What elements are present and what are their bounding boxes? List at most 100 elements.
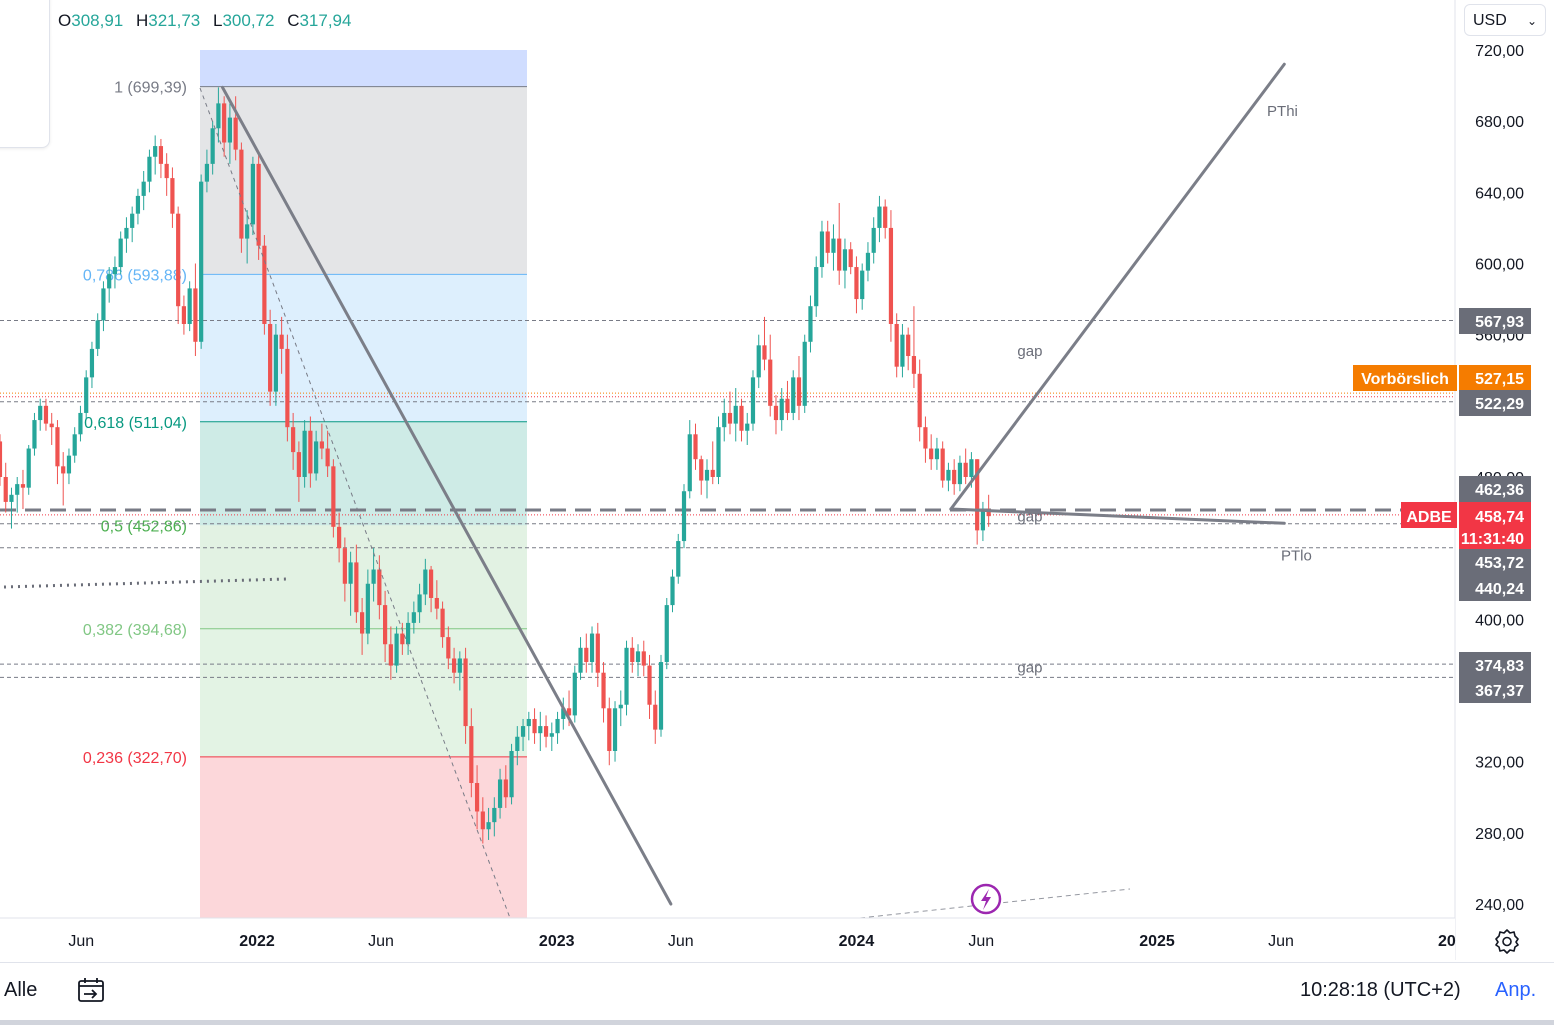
horizontal-levels xyxy=(0,320,1455,678)
candle-body xyxy=(497,779,503,808)
candle-body xyxy=(549,733,554,737)
time-tick-label: 2025 xyxy=(1139,933,1175,950)
trendline-descending[interactable] xyxy=(221,85,673,906)
candle-body xyxy=(181,306,187,324)
trendline-drawings[interactable] xyxy=(199,62,1286,919)
candle-body xyxy=(526,718,531,727)
symbol-tag-label: ADBE xyxy=(1406,509,1452,526)
candle-body xyxy=(187,288,192,324)
calendar-goto-icon[interactable] xyxy=(76,975,106,1005)
candle-body xyxy=(911,356,917,374)
trendline-pthi[interactable] xyxy=(949,62,1286,511)
candle-body xyxy=(38,405,43,421)
candle-body xyxy=(722,412,727,428)
candle-body xyxy=(773,405,779,421)
annotation-text: gap xyxy=(1017,508,1042,525)
candle-body xyxy=(216,103,221,129)
range-all-button[interactable]: Alle xyxy=(4,979,38,1001)
candle-body xyxy=(647,665,652,705)
candle-body xyxy=(210,128,215,164)
candle-body xyxy=(423,569,428,595)
candle-body xyxy=(819,231,825,268)
candle-body xyxy=(440,608,445,638)
candle-body xyxy=(842,249,848,271)
candle-body xyxy=(3,477,8,502)
candle-body xyxy=(906,334,911,357)
candle-body xyxy=(710,469,715,477)
adjust-button[interactable]: Anp. xyxy=(1495,979,1537,1001)
candle-body xyxy=(199,181,204,342)
last-price-value: 458,74 xyxy=(1475,509,1524,526)
candle-body xyxy=(917,373,922,428)
candle-body xyxy=(388,644,393,666)
time-tick-label: Jun xyxy=(368,933,394,950)
candle-body xyxy=(170,178,175,214)
candle-body xyxy=(32,420,37,449)
candle-body xyxy=(377,569,382,606)
time-axis-background xyxy=(0,918,1455,962)
trendline-ptlo[interactable] xyxy=(949,507,1286,525)
candle-body xyxy=(676,541,681,577)
candle-body xyxy=(515,736,520,751)
candle-body xyxy=(607,708,612,751)
gear-icon[interactable] xyxy=(1494,928,1520,954)
candle-body xyxy=(900,334,905,367)
time-tick-label: 20 xyxy=(1438,933,1456,950)
candle-body xyxy=(664,605,669,663)
candle-body xyxy=(72,434,77,456)
price-level-tag xyxy=(1459,476,1531,502)
clock-timezone[interactable]: 10:28:18 (UTC+2) xyxy=(1300,979,1461,1001)
chevron-down-icon: ⌄ xyxy=(1526,14,1537,28)
candle-body xyxy=(256,163,261,246)
fib-level-label: 0,618 (511,04) xyxy=(84,415,187,432)
price-level-tag xyxy=(1459,390,1531,416)
price-tick-label: 280,00 xyxy=(1475,826,1524,843)
time-tick-label: 2024 xyxy=(839,933,875,950)
fib-zone-0 xyxy=(200,50,527,87)
candle-body xyxy=(262,245,267,324)
candle-body xyxy=(825,231,830,253)
candle-body xyxy=(630,647,635,663)
candle-body xyxy=(814,267,819,307)
candle-body xyxy=(704,469,710,481)
candle-body xyxy=(566,708,572,716)
bottom-toolbar: Alle 10:28:18 (UTC+2) Anp. xyxy=(0,962,1554,1021)
flash-event-icon[interactable] xyxy=(970,883,1002,915)
candle-body xyxy=(245,224,250,239)
dotted-reference-line xyxy=(3,577,288,589)
price-level-tag xyxy=(1459,652,1531,678)
time-tick-label: 2022 xyxy=(239,933,275,950)
currency-selector[interactable]: USD ⌄ xyxy=(1464,4,1546,36)
candle-body xyxy=(285,348,290,428)
candle-body xyxy=(578,647,583,673)
candle-body xyxy=(463,658,468,727)
candle-body xyxy=(739,405,744,431)
candle-body xyxy=(474,783,480,812)
candle-body xyxy=(371,569,376,584)
fib-level-label: 0,5 (452,86) xyxy=(101,518,187,535)
candle-body xyxy=(733,405,738,424)
candle-body xyxy=(589,633,595,663)
candle-body xyxy=(762,345,767,360)
candle-body xyxy=(446,637,451,659)
price-level-tag xyxy=(1459,677,1531,703)
candle-body xyxy=(95,320,100,349)
candle-body xyxy=(457,658,462,673)
fibonacci-retracement[interactable]: 1 (699,39) 0,786 (593,88) 0,618 (511,04) 0,… xyxy=(83,50,527,918)
candle-body xyxy=(509,750,514,798)
candle-body xyxy=(693,434,698,460)
low-value: 300,72 xyxy=(222,11,275,30)
candle-body xyxy=(492,807,497,823)
time-axis[interactable]: Jun 2022 Jun 2023 Jun 2024 Jun 2025 Jun 20 xyxy=(0,917,1456,962)
candle-body xyxy=(434,597,439,609)
price-level-value: 567,93 xyxy=(1475,314,1524,331)
candle-body xyxy=(796,377,802,406)
candle-body xyxy=(405,622,411,645)
candle-body xyxy=(716,427,721,477)
candle-body xyxy=(348,562,353,584)
indicator-legend-panel[interactable] xyxy=(0,0,50,148)
candle-body xyxy=(365,583,370,634)
candle-body xyxy=(417,594,422,613)
candle-body xyxy=(469,726,474,784)
